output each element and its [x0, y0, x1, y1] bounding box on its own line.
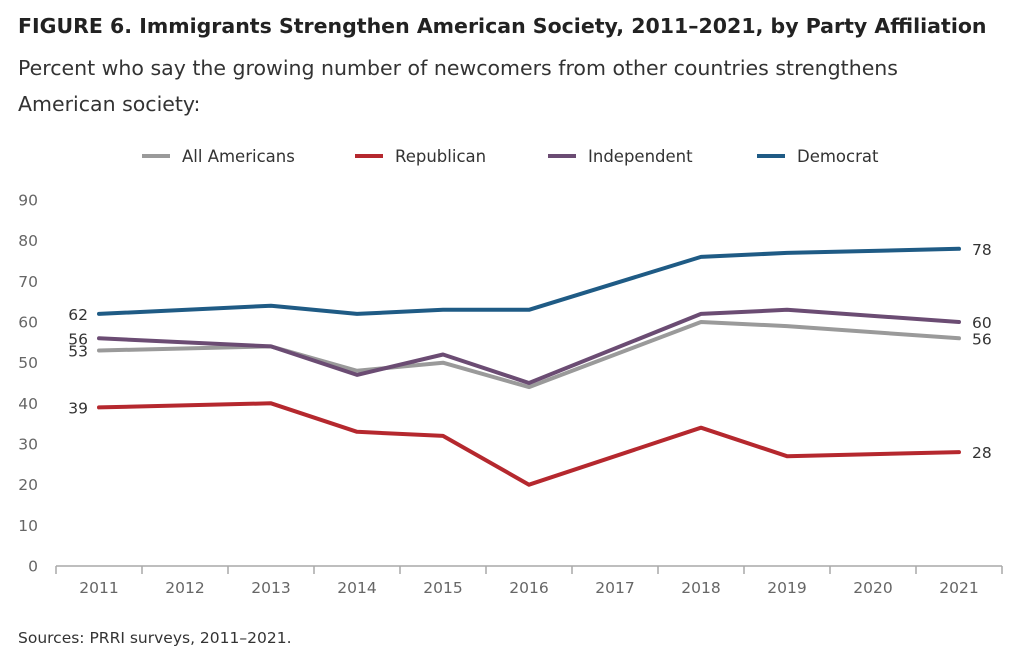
y-tick-label: 90	[18, 192, 38, 210]
legend-label: All Americans	[182, 147, 295, 166]
source-note: Sources: PRRI surveys, 2011–2021.	[18, 629, 292, 647]
y-tick-label: 50	[18, 354, 38, 372]
chart-title: FIGURE 6. Immigrants Strengthen American…	[18, 14, 987, 38]
x-tick-label: 2011	[79, 579, 118, 597]
data-label-democrat: 78	[972, 241, 992, 259]
x-tick-label: 2017	[595, 579, 634, 597]
legend-item-all-americans: All Americans	[142, 147, 295, 166]
x-tick-label: 2020	[853, 579, 892, 597]
y-tick-label: 40	[18, 395, 38, 413]
data-label-all-americans: 53	[68, 342, 88, 360]
y-tick-label: 0	[28, 558, 38, 576]
legend-label: Democrat	[797, 147, 879, 166]
legend-item-independent: Independent	[548, 147, 693, 166]
x-tick-label: 2016	[509, 579, 548, 597]
data-label-republican: 39	[68, 399, 88, 417]
chart-subtitle: Percent who say the growing number of ne…	[18, 56, 898, 116]
series-line-democrat	[97, 246, 961, 316]
series-line-all-americans	[97, 320, 961, 390]
x-tick-label: 2019	[767, 579, 806, 597]
data-label-independent: 60	[972, 314, 992, 332]
data-label-republican: 28	[972, 444, 992, 462]
y-tick-label: 60	[18, 314, 38, 332]
x-tick-label: 2012	[165, 579, 204, 597]
legend-label: Independent	[588, 147, 693, 166]
x-tick-label: 2015	[423, 579, 462, 597]
y-tick-label: 30	[18, 436, 38, 454]
series-lines	[97, 246, 961, 487]
x-tick-label: 2013	[251, 579, 290, 597]
y-tick-label: 80	[18, 232, 38, 250]
x-axis: 2011 2012 2013 2014 2015 2016 2017 2018 2019 2020…	[55, 565, 1003, 597]
x-tick-label: 2014	[337, 579, 376, 597]
data-label-all-americans: 56	[972, 330, 992, 348]
legend-item-democrat: Democrat	[757, 147, 879, 166]
y-axis: 0 10 20 30 40 50 60 70 80 90	[18, 192, 38, 576]
y-tick-label: 20	[18, 476, 38, 494]
chart-legend: All Americans Republican Independent Democr…	[142, 147, 879, 166]
series-line-republican	[97, 401, 961, 487]
y-tick-label: 70	[18, 273, 38, 291]
x-tick-label: 2018	[681, 579, 720, 597]
data-label-independent: 56	[68, 330, 88, 348]
x-tick-label: 2021	[939, 579, 978, 597]
legend-item-republican: Republican	[355, 147, 486, 166]
data-label-democrat: 62	[68, 306, 88, 324]
y-tick-label: 10	[18, 517, 38, 535]
series-line-independent	[97, 307, 961, 385]
legend-label: Republican	[395, 147, 486, 166]
